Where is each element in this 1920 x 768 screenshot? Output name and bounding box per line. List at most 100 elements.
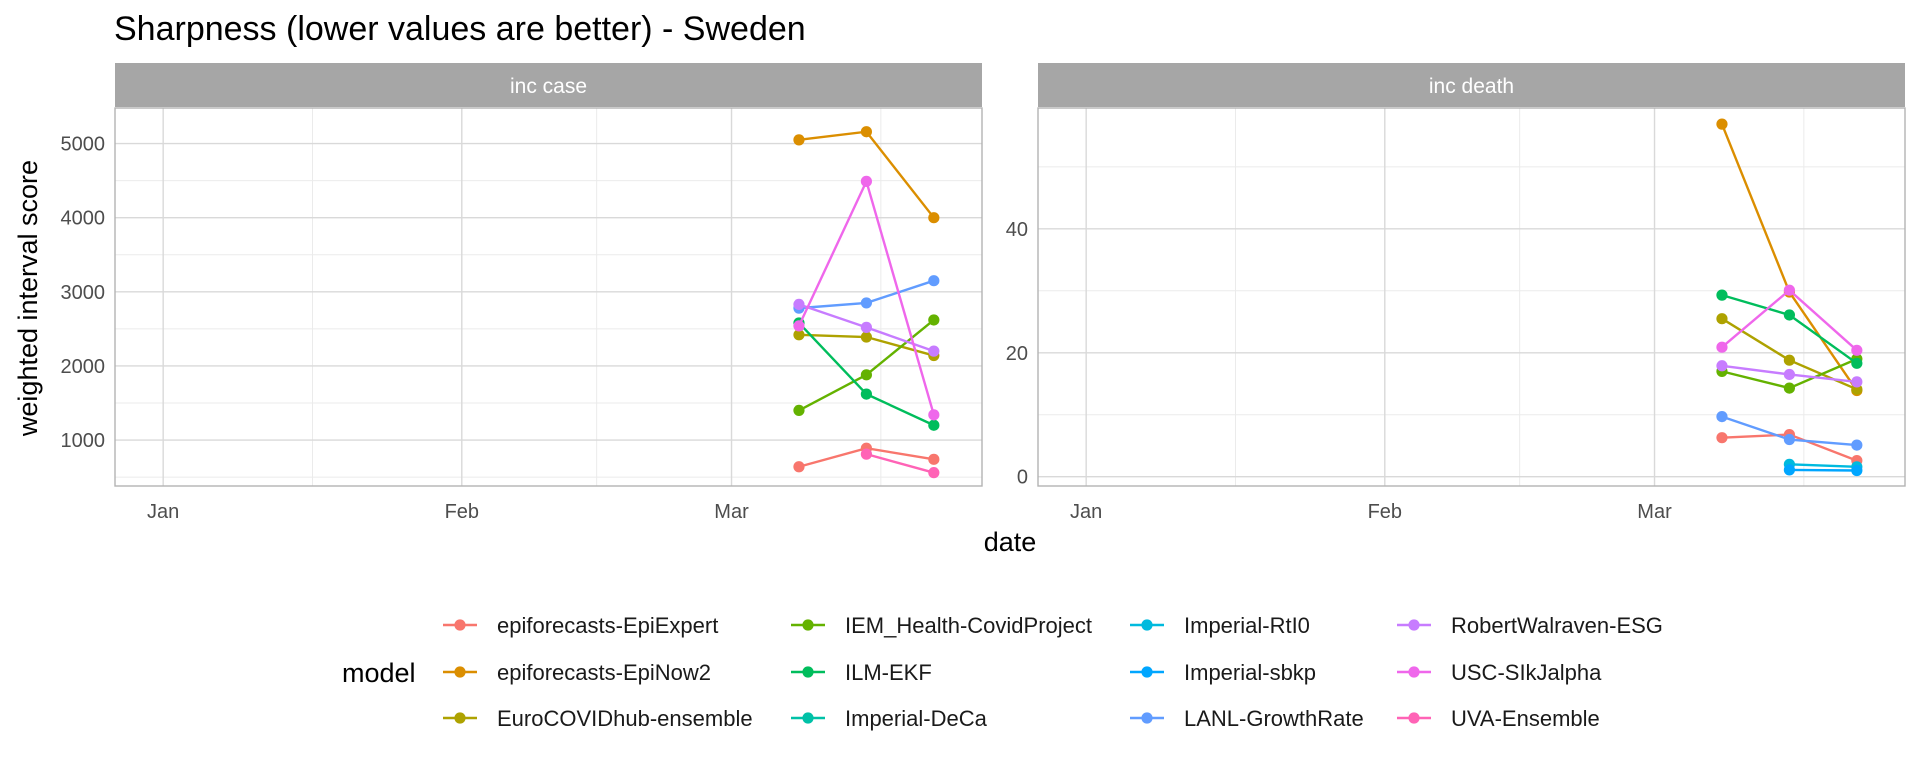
data-point [1783, 368, 1795, 381]
legend: model epiforecasts-EpiExpert epiforecasts… [342, 613, 1663, 731]
legend-label: RobertWalraven-ESG [1451, 613, 1663, 638]
legend-item: LANL-GrowthRate [1130, 706, 1364, 731]
data-point [1716, 313, 1728, 325]
x-tick-label: Jan [1070, 501, 1102, 523]
data-point [1716, 289, 1728, 301]
data-point [1716, 432, 1728, 444]
data-point [1851, 376, 1863, 388]
panel-inc-case: inc case 1000 2000 3000 4000 5000 Jan Feb Mar [61, 63, 983, 523]
legend-key-point [1408, 619, 1420, 631]
legend-item: Imperial-RtI0 [1130, 613, 1310, 638]
data-point [928, 275, 940, 287]
data-point [860, 297, 873, 309]
x-tick-label: Mar [714, 501, 749, 523]
legend-item: ILM-EKF [791, 660, 932, 685]
x-tick-label: Feb [1368, 501, 1402, 523]
x-tick-label: Feb [445, 501, 479, 523]
legend-item: epiforecasts-EpiNow2 [443, 660, 711, 685]
series-RobertWalraven-ESG [1716, 360, 1863, 388]
x-tick-label: Mar [1637, 501, 1672, 523]
series-epiforecasts-EpiNow2 [1716, 118, 1863, 397]
series-UVA-Ensemble [860, 448, 940, 479]
data-point [860, 388, 873, 400]
y-tick-label: 1000 [61, 430, 106, 452]
data-point [793, 461, 805, 473]
y-tick-label: 3000 [61, 282, 106, 304]
legend-key-point [454, 666, 466, 678]
data-point [860, 331, 873, 343]
y-tick-label: 40 [1006, 219, 1028, 241]
legend-item: EuroCOVIDhub-ensemble [443, 706, 753, 731]
legend-key-point [802, 619, 814, 631]
legend-item: Imperial-sbkp [1130, 660, 1316, 685]
legend-label: epiforecasts-EpiExpert [497, 613, 718, 638]
legend-key-point [1141, 666, 1153, 678]
legend-key-point [454, 619, 466, 631]
data-point [1716, 410, 1728, 423]
y-tick-label: 2000 [61, 356, 106, 378]
series-USC-SIkJalpha [793, 175, 940, 421]
data-point [1851, 344, 1863, 356]
data-point [860, 448, 873, 460]
data-point [1716, 360, 1728, 372]
data-point [860, 369, 873, 381]
data-point [928, 467, 940, 479]
legend-label: USC-SIkJalpha [1451, 660, 1602, 685]
data-point [793, 134, 805, 146]
data-point [1851, 464, 1863, 477]
data-point [1783, 284, 1795, 296]
data-point [1716, 118, 1728, 130]
legend-key-point [1141, 712, 1153, 724]
legend-title: model [342, 658, 416, 688]
data-point [1783, 354, 1795, 366]
legend-label: EuroCOVIDhub-ensemble [497, 706, 753, 731]
data-point [928, 409, 940, 421]
legend-label: LANL-GrowthRate [1184, 706, 1364, 731]
panel-border [1037, 107, 1906, 487]
legend-key-point [802, 712, 814, 724]
x-tick-label: Jan [147, 501, 179, 523]
series-line [866, 452, 935, 474]
legend-key-point [454, 712, 466, 724]
legend-item: epiforecasts-EpiExpert [443, 613, 718, 638]
facet-strip-label: inc death [1429, 75, 1514, 98]
legend-label: Imperial-sbkp [1184, 660, 1316, 685]
series-Imperial-sbkp [1783, 464, 1863, 477]
legend-item: USC-SIkJalpha [1397, 660, 1602, 685]
data-point [793, 298, 805, 311]
data-point [928, 419, 940, 431]
facet-strip-label: inc case [510, 75, 587, 98]
series-epiforecasts-EpiNow2 [793, 126, 940, 224]
data-point [860, 126, 873, 138]
series-LANL-GrowthRate [1716, 410, 1863, 451]
x-axis-title: date [984, 527, 1037, 557]
legend-key-point [1408, 666, 1420, 678]
data-point [1783, 382, 1795, 394]
series-RobertWalraven-ESG [793, 298, 940, 357]
y-tick-label: 4000 [61, 208, 106, 230]
data-point [928, 453, 940, 465]
y-tick-label: 5000 [61, 134, 106, 156]
series-USC-SIkJalpha [1716, 284, 1863, 356]
legend-label: Imperial-RtI0 [1184, 613, 1310, 638]
data-point [928, 345, 940, 357]
data-point [1783, 433, 1795, 446]
panel-inc-death: inc death 0 20 40 Jan Feb Mar [1006, 63, 1906, 523]
legend-label: Imperial-DeCa [845, 706, 988, 731]
data-point [1851, 357, 1863, 369]
facet-strip [1038, 63, 1905, 107]
data-point [793, 329, 805, 341]
legend-item: RobertWalraven-ESG [1397, 613, 1663, 638]
data-point [793, 320, 805, 332]
data-point [928, 212, 940, 224]
legend-key-point [1141, 619, 1153, 631]
facet-strip [115, 63, 982, 107]
data-point [860, 175, 873, 187]
legend-item: Imperial-DeCa [791, 706, 988, 731]
data-point [1783, 464, 1795, 476]
legend-item: IEM_Health-CovidProject [791, 613, 1092, 638]
legend-key-point [1408, 712, 1420, 724]
legend-item: UVA-Ensemble [1397, 706, 1600, 731]
